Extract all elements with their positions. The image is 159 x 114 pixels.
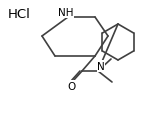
Text: HCl: HCl — [8, 8, 31, 21]
Text: O: O — [67, 81, 75, 91]
Text: N: N — [97, 61, 105, 71]
Text: NH: NH — [58, 8, 74, 18]
